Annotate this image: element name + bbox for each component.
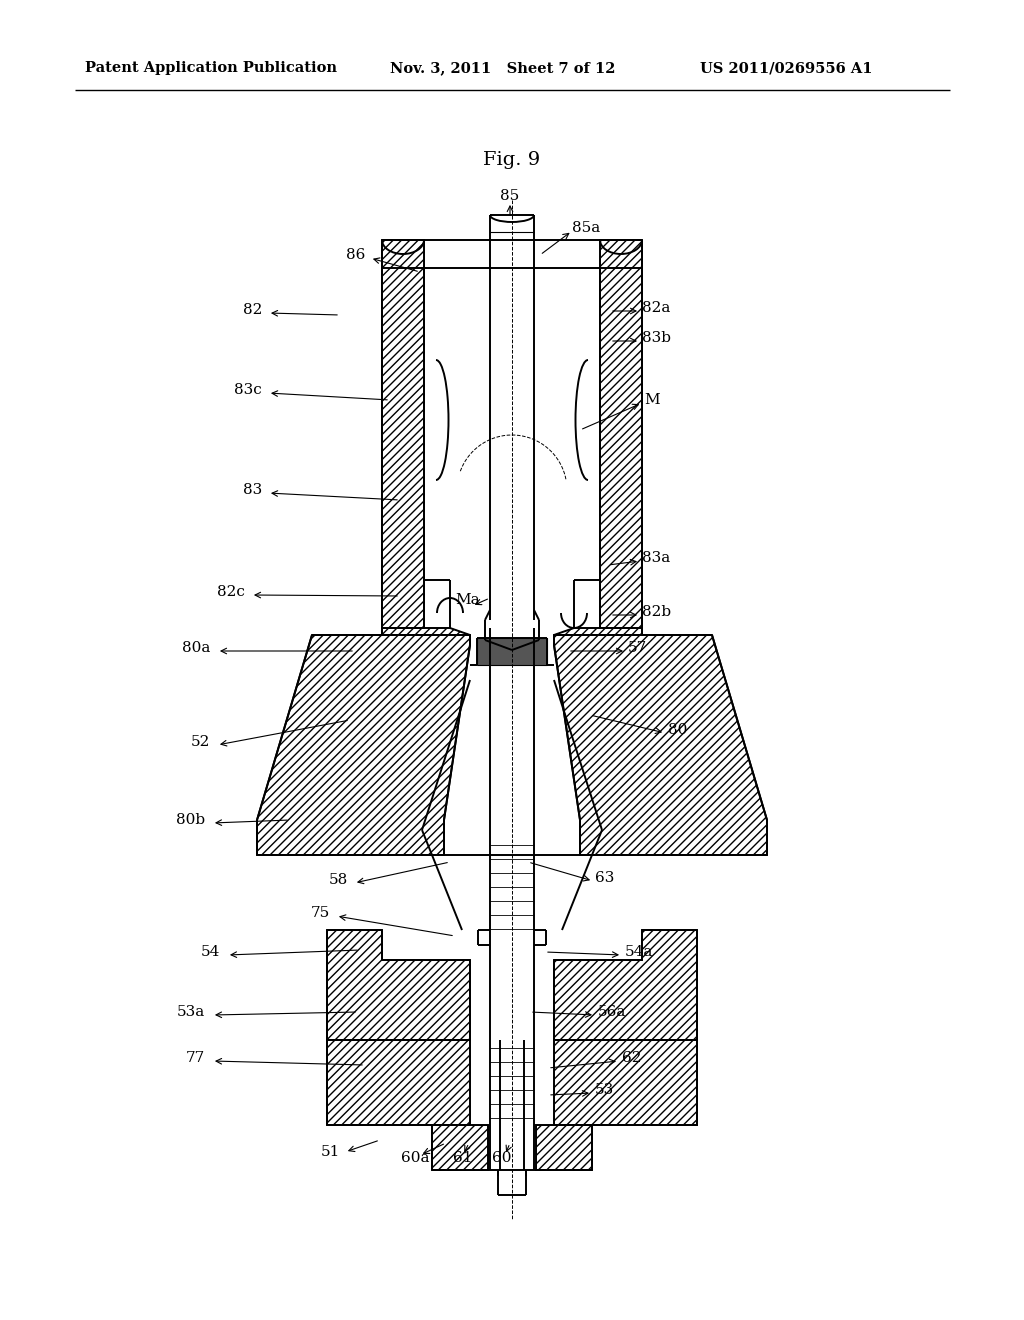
- Text: Patent Application Publication: Patent Application Publication: [85, 61, 337, 75]
- Text: 54: 54: [201, 945, 220, 960]
- Text: 83c: 83c: [234, 383, 262, 397]
- Text: M: M: [644, 393, 659, 407]
- Text: 57: 57: [628, 642, 647, 655]
- Text: 80a: 80a: [181, 642, 210, 655]
- Text: 52: 52: [190, 735, 210, 748]
- Text: 82: 82: [243, 304, 262, 317]
- Text: 60a: 60a: [400, 1151, 429, 1166]
- Text: 75: 75: [310, 906, 330, 920]
- Text: 83: 83: [243, 483, 262, 498]
- Text: 54a: 54a: [625, 945, 653, 960]
- Text: 85: 85: [501, 189, 519, 203]
- Text: 83a: 83a: [642, 550, 671, 565]
- Text: Ma: Ma: [456, 593, 480, 607]
- Text: Nov. 3, 2011   Sheet 7 of 12: Nov. 3, 2011 Sheet 7 of 12: [390, 61, 615, 75]
- Text: 80b: 80b: [176, 813, 205, 828]
- Text: 85a: 85a: [572, 220, 600, 235]
- Text: 83b: 83b: [642, 331, 671, 345]
- Text: 53a: 53a: [177, 1005, 205, 1019]
- Text: 56a: 56a: [598, 1005, 627, 1019]
- Text: 58: 58: [329, 873, 348, 887]
- Text: 86: 86: [346, 248, 365, 261]
- Text: Fig. 9: Fig. 9: [483, 150, 541, 169]
- Polygon shape: [477, 638, 547, 665]
- Text: 80: 80: [668, 723, 687, 737]
- Text: 51: 51: [321, 1144, 340, 1159]
- Text: 82c: 82c: [217, 585, 245, 599]
- Text: 77: 77: [185, 1051, 205, 1065]
- Text: 62: 62: [622, 1051, 641, 1065]
- Text: 61: 61: [454, 1151, 473, 1166]
- Text: 82a: 82a: [642, 301, 671, 315]
- Text: 53: 53: [595, 1082, 614, 1097]
- Text: 60: 60: [493, 1151, 512, 1166]
- Text: 82b: 82b: [642, 605, 671, 619]
- Text: 63: 63: [595, 871, 614, 884]
- Text: US 2011/0269556 A1: US 2011/0269556 A1: [700, 61, 872, 75]
